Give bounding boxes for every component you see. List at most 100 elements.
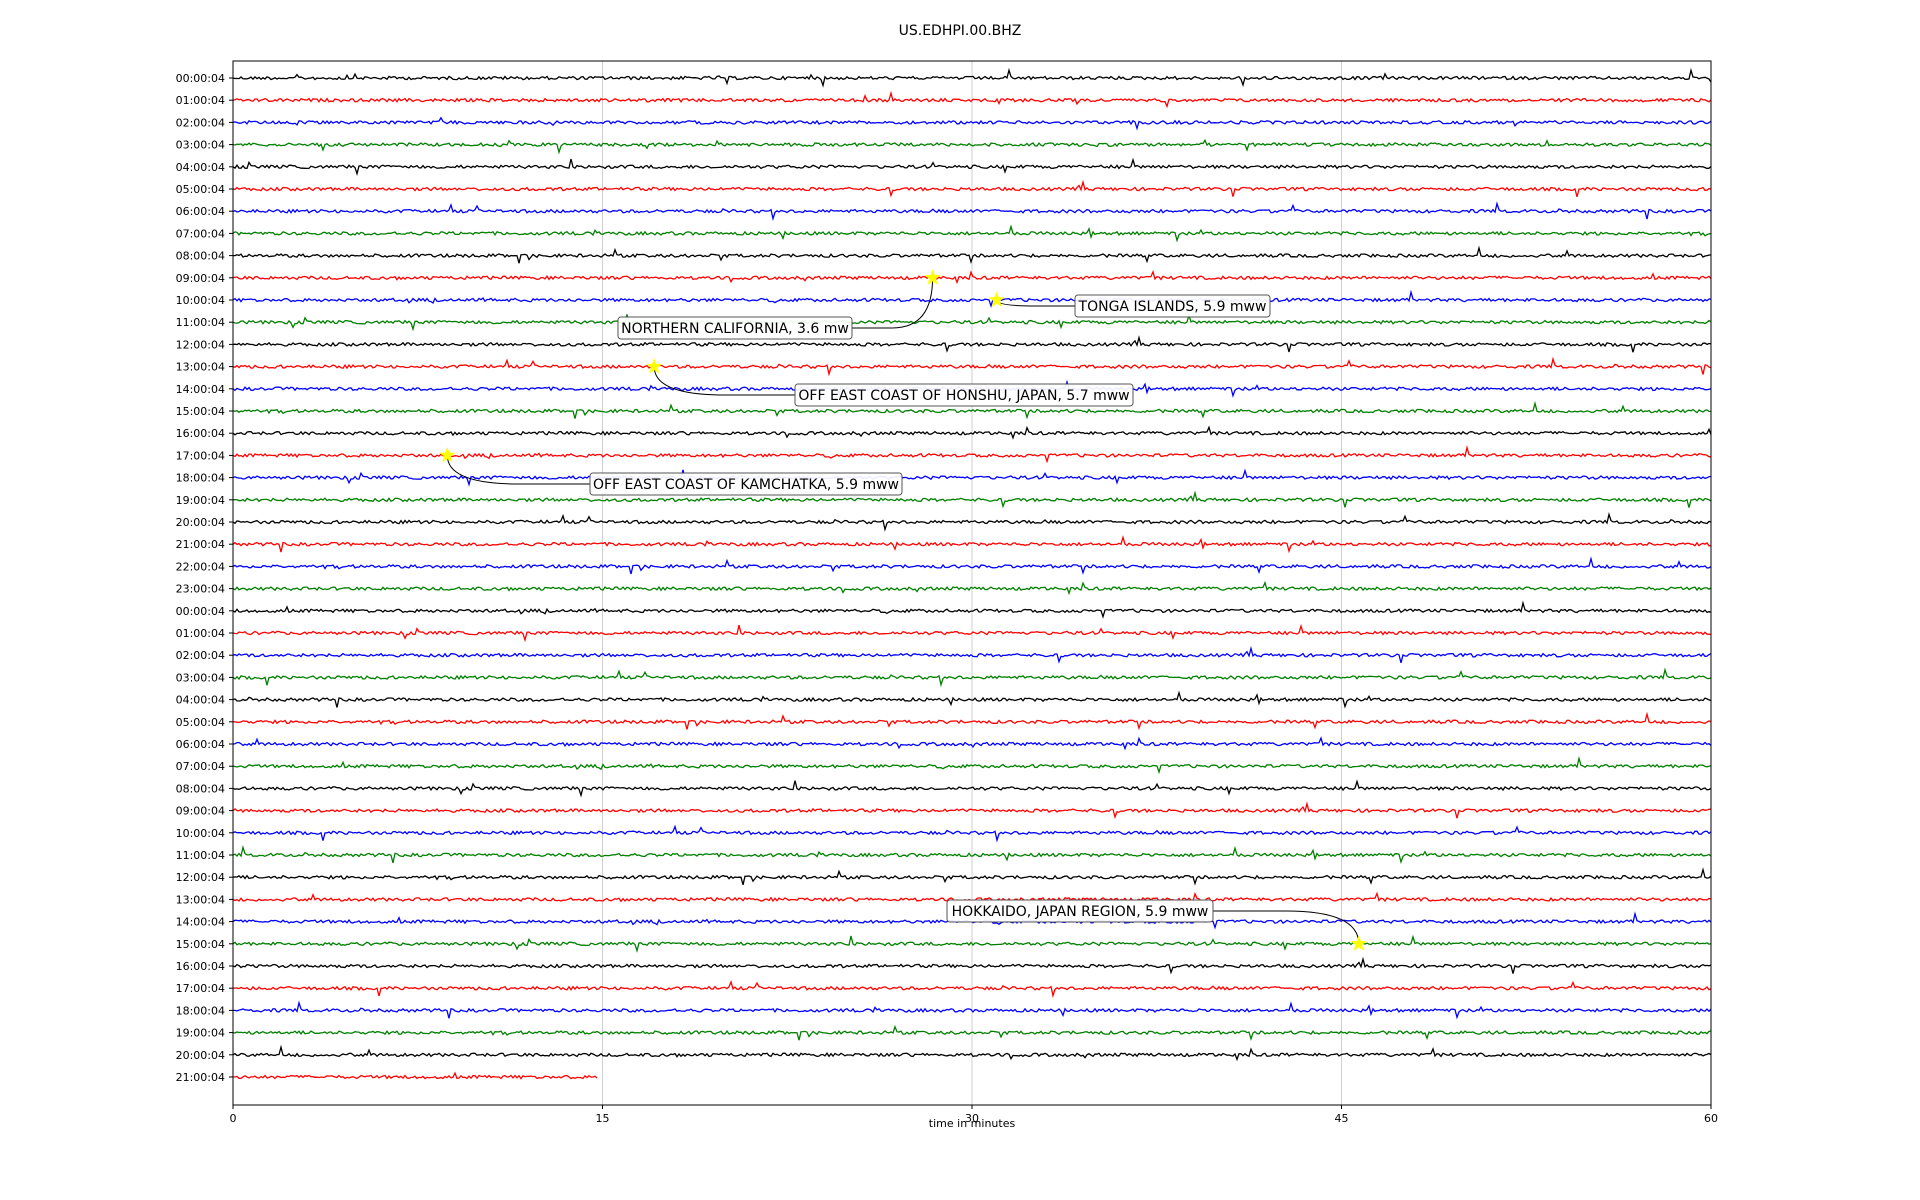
trace-row-11 xyxy=(232,313,1712,332)
row-label-37: 13:00:04 xyxy=(176,893,225,906)
row-label-17: 17:00:04 xyxy=(176,449,225,462)
annotation-box-0 xyxy=(1074,294,1271,318)
x-axis-ticks: 0 15 30 45 60 xyxy=(230,1105,1718,1125)
row-label-23: 23:00:04 xyxy=(176,583,225,596)
trace-row-12 xyxy=(232,335,1712,353)
trace-row-33 xyxy=(232,801,1712,820)
row-label-18: 18:00:04 xyxy=(176,472,225,485)
row-label-35: 11:00:04 xyxy=(176,849,225,862)
row-label-25: 01:00:04 xyxy=(176,627,225,640)
annotation-label-0: TONGA ISLANDS, 5.9 mww xyxy=(1078,299,1267,315)
annotation-box-1 xyxy=(617,316,853,340)
x-tick-label-0: 0 xyxy=(230,1112,237,1125)
row-label-5: 05:00:04 xyxy=(176,183,225,196)
row-label-28: 04:00:04 xyxy=(176,694,225,707)
row-label-39: 15:00:04 xyxy=(176,938,225,951)
annotation-connector-0 xyxy=(996,299,1075,307)
annotation-box-2 xyxy=(794,383,1134,407)
row-label-16: 16:00:04 xyxy=(176,427,225,440)
trace-row-10 xyxy=(232,289,1712,309)
row-label-14: 14:00:04 xyxy=(176,383,225,396)
annotation-label-2: OFF EAST COAST OF HONSHU, JAPAN, 5.7 mww xyxy=(798,388,1129,404)
row-label-45: 21:00:04 xyxy=(176,1071,225,1084)
row-label-20: 20:00:04 xyxy=(176,516,225,529)
row-label-40: 16:00:04 xyxy=(176,960,225,973)
row-label-9: 09:00:04 xyxy=(176,272,225,285)
annotation-label-3: OFF EAST COAST OF KAMCHATKA, 5.9 mww xyxy=(593,477,899,493)
annotation-connector-4 xyxy=(1213,910,1360,944)
trace-row-17 xyxy=(232,445,1712,464)
trace-row-39 xyxy=(232,934,1712,954)
row-label-42: 18:00:04 xyxy=(176,1004,225,1017)
trace-row-22 xyxy=(232,556,1712,575)
trace-row-16 xyxy=(232,425,1712,440)
chart-title: US.EDHPI.00.BHZ xyxy=(899,23,1022,39)
row-label-36: 12:00:04 xyxy=(176,871,225,884)
row-label-22: 22:00:04 xyxy=(176,560,225,573)
row-label-27: 03:00:04 xyxy=(176,671,225,684)
row-label-44: 20:00:04 xyxy=(176,1049,225,1062)
annotation-box-4 xyxy=(946,899,1214,923)
row-label-41: 17:00:04 xyxy=(176,982,225,995)
row-label-31: 07:00:04 xyxy=(176,760,225,773)
trace-row-41 xyxy=(232,980,1712,999)
trace-row-36 xyxy=(232,867,1712,886)
row-label-21: 21:00:04 xyxy=(176,538,225,551)
annotation-label-4: HOKKAIDO, JAPAN REGION, 5.9 mww xyxy=(952,904,1209,920)
annotation-box-3 xyxy=(589,472,903,496)
row-label-43: 19:00:04 xyxy=(176,1027,225,1040)
trace-row-40 xyxy=(232,956,1712,975)
event-star-marker-0 xyxy=(988,291,1005,307)
row-label-24: 00:00:04 xyxy=(176,605,225,618)
row-label-26: 02:00:04 xyxy=(176,649,225,662)
row-label-10: 10:00:04 xyxy=(176,294,225,307)
annotation-connector-2 xyxy=(653,366,795,396)
row-time-labels: 00:00:04 01:00:04 02:00:04 03:00:04 04:00:04… xyxy=(176,72,233,1084)
row-label-32: 08:00:04 xyxy=(176,782,225,795)
trace-row-3 xyxy=(232,138,1712,155)
vertical-grid xyxy=(602,61,1342,1105)
trace-row-15 xyxy=(232,400,1712,420)
x-tick-label-1: 15 xyxy=(596,1112,610,1125)
row-label-33: 09:00:04 xyxy=(176,805,225,818)
trace-row-13 xyxy=(232,356,1712,377)
event-star-marker-3 xyxy=(439,447,456,463)
event-star-marker-2 xyxy=(646,358,663,374)
row-label-11: 11:00:04 xyxy=(176,316,225,329)
trace-row-25 xyxy=(232,623,1712,643)
row-label-19: 19:00:04 xyxy=(176,494,225,507)
trace-row-31 xyxy=(232,755,1712,775)
trace-row-35 xyxy=(232,844,1712,865)
trace-row-44 xyxy=(232,1044,1712,1062)
trace-row-45 xyxy=(232,1071,598,1080)
trace-row-7 xyxy=(232,224,1712,243)
annotation-connector-1 xyxy=(852,277,934,329)
trace-row-4 xyxy=(232,157,1712,177)
row-label-3: 03:00:04 xyxy=(176,139,225,152)
trace-row-2 xyxy=(232,116,1712,131)
row-label-7: 07:00:04 xyxy=(176,227,225,240)
x-tick-label-2: 30 xyxy=(965,1112,979,1125)
row-label-30: 06:00:04 xyxy=(176,738,225,751)
row-label-6: 06:00:04 xyxy=(176,205,225,218)
event-star-marker-4 xyxy=(1350,935,1367,951)
row-label-34: 10:00:04 xyxy=(176,827,225,840)
row-label-29: 05:00:04 xyxy=(176,716,225,729)
event-star-marker-1 xyxy=(924,269,941,285)
trace-row-0 xyxy=(232,67,1712,88)
x-tick-label-4: 60 xyxy=(1704,1112,1718,1125)
row-label-12: 12:00:04 xyxy=(176,338,225,351)
trace-row-20 xyxy=(232,511,1712,532)
trace-row-32 xyxy=(232,779,1712,798)
event-annotations: TONGA ISLANDS, 5.9 mww NORTHERN CALIFORNI… xyxy=(439,269,1367,951)
row-label-0: 00:00:04 xyxy=(176,72,225,85)
trace-row-27 xyxy=(232,667,1712,688)
trace-row-19 xyxy=(232,490,1712,509)
trace-row-30 xyxy=(232,736,1712,751)
traces xyxy=(232,67,1712,1080)
trace-row-23 xyxy=(232,580,1712,596)
row-label-13: 13:00:04 xyxy=(176,361,225,374)
trace-row-9 xyxy=(232,269,1712,285)
row-label-2: 02:00:04 xyxy=(176,116,225,129)
